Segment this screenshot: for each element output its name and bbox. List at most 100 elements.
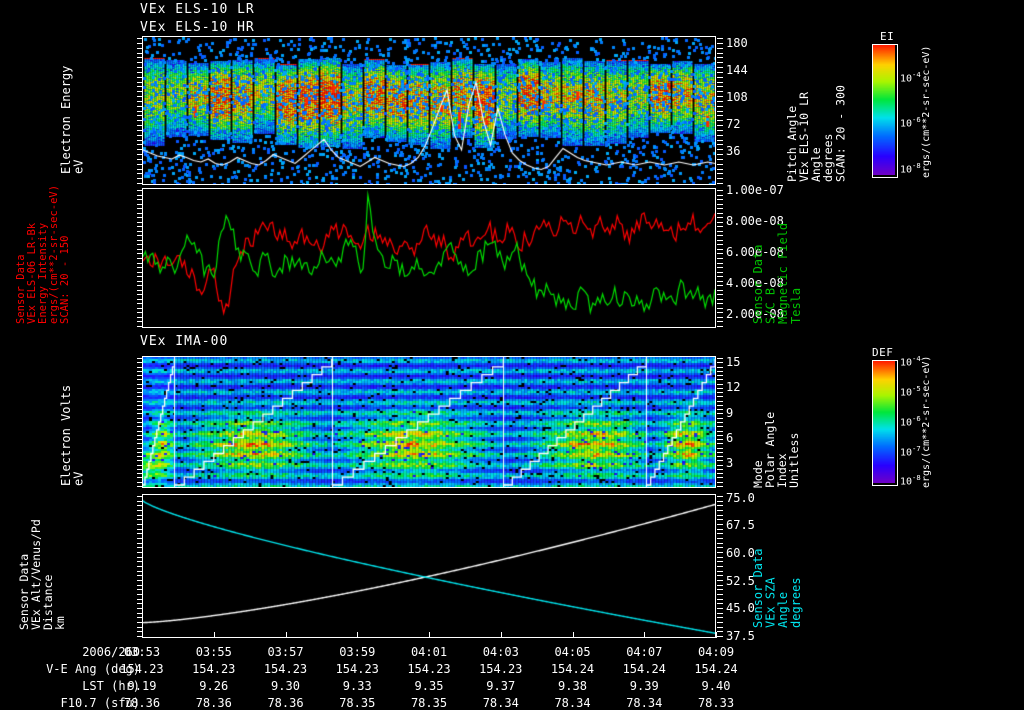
table-cell: 9.38 <box>558 679 587 693</box>
panel1-title-line2: VEx ELS-10 HR <box>140 20 255 35</box>
axis-minor-tick <box>137 86 143 87</box>
axis-minor-tick <box>137 599 143 600</box>
axis-minor-tick <box>717 575 723 576</box>
axis-minor-tick <box>717 53 723 54</box>
axis-minor-tick <box>717 217 723 218</box>
axis-minor-tick <box>137 263 143 264</box>
axis-minor-tick <box>717 115 723 116</box>
axis-minor-tick <box>717 43 723 44</box>
panel3-y2-axis-label: Mode Polar Angle Index Unitless <box>751 411 802 488</box>
tick-label: 72 <box>726 117 741 131</box>
axis-minor-tick <box>717 222 723 223</box>
axis-minor-tick <box>137 384 143 385</box>
axis-minor-tick <box>717 510 723 511</box>
tick-label: 67.5 <box>726 518 755 532</box>
panel1-plot-area[interactable] <box>142 36 716 185</box>
table-cell: 9.39 <box>629 679 659 693</box>
axis-minor-tick <box>717 448 723 449</box>
axis-minor-tick <box>137 401 143 402</box>
table-cell: 78.34 <box>554 696 591 710</box>
axis-minor-tick <box>137 594 143 595</box>
colorbar-tick-label: 10-7 <box>900 444 921 459</box>
axis-minor-tick <box>717 486 723 487</box>
axis-minor-tick <box>717 120 723 121</box>
axis-minor-tick <box>137 169 143 170</box>
axis-minor-tick <box>717 244 723 245</box>
panel3-colorbar-title: DEF <box>872 346 894 359</box>
axis-minor-tick <box>137 435 143 436</box>
panel2-y-axis-label: Sensor Data VEx ELS-06 LR-Bk Energy Inte… <box>15 184 72 324</box>
table-cell: 78.35 <box>410 696 448 710</box>
colorbar-tick-label: 10-4 <box>900 354 921 369</box>
panel3-plot-area[interactable] <box>142 356 716 488</box>
axis-minor-tick <box>717 290 723 291</box>
axis-minor-tick <box>717 91 723 92</box>
axis-minor-tick <box>137 173 143 174</box>
tick-label: 108 <box>726 90 748 104</box>
axis-minor-tick <box>717 557 723 558</box>
axis-minor-tick <box>137 115 143 116</box>
axis-minor-tick <box>137 235 143 236</box>
table-cell: 78.36 <box>267 696 304 710</box>
axis-minor-tick <box>717 125 723 126</box>
table-row-label: F10.7 (sfu) <box>60 696 140 710</box>
axis-minor-tick <box>717 312 723 313</box>
axis-minor-tick <box>137 199 143 200</box>
axis-minor-tick <box>137 631 143 632</box>
table-cell: 154.24 <box>550 662 595 676</box>
axis-minor-tick <box>137 294 143 295</box>
panel3-y-axis-label: Electron Volts eV <box>59 384 86 486</box>
tick-label: 37.5 <box>726 629 755 643</box>
axis-minor-tick <box>137 473 143 474</box>
table-cell: 154.24 <box>694 662 738 676</box>
axis-minor-tick <box>717 154 723 155</box>
table-cell: 154.23 <box>192 662 236 676</box>
axis-minor-tick <box>137 285 143 286</box>
axis-minor-tick <box>137 617 143 618</box>
axis-minor-tick <box>717 571 723 572</box>
axis-minor-tick <box>717 173 723 174</box>
axis-minor-tick <box>137 178 143 179</box>
axis-minor-tick <box>137 96 143 97</box>
panel4-plot-area[interactable] <box>142 494 716 638</box>
axis-minor-tick <box>137 448 143 449</box>
axis-minor-tick <box>717 529 723 530</box>
axis-minor-tick <box>717 426 723 427</box>
axis-minor-tick <box>717 308 723 309</box>
panel1-colorbar-units: ergs/(cm**2-sr-sec-eV) <box>921 45 932 178</box>
axis-minor-tick <box>717 566 723 567</box>
axis-minor-tick <box>717 82 723 83</box>
panel1-y2-axis-label: Pitch Angle VEx ELS-10 LR Angle degrees … <box>785 85 848 182</box>
axis-minor-tick <box>137 240 143 241</box>
panel2-plot-area[interactable] <box>142 188 716 328</box>
axis-minor-tick <box>717 452 723 453</box>
axis-minor-tick <box>137 547 143 548</box>
axis-minor-tick <box>137 72 143 73</box>
axis-minor-tick <box>137 144 143 145</box>
axis-minor-tick <box>137 213 143 214</box>
axis-minor-tick <box>717 208 723 209</box>
axis-minor-tick <box>137 101 143 102</box>
axis-minor-tick <box>717 473 723 474</box>
axis-minor-tick <box>137 566 143 567</box>
table-cell: 03:55 <box>195 645 232 659</box>
axis-minor-tick <box>717 321 723 322</box>
axis-minor-tick <box>717 169 723 170</box>
axis-minor-tick <box>717 371 723 372</box>
axis-minor-tick <box>717 101 723 102</box>
axis-minor-tick <box>717 631 723 632</box>
axis-minor-tick <box>137 317 143 318</box>
axis-minor-tick <box>137 557 143 558</box>
axis-minor-tick <box>717 622 723 623</box>
time-axis-tick <box>429 632 430 638</box>
tick-label: 8.00e-08 <box>726 214 784 228</box>
axis-minor-tick <box>137 267 143 268</box>
axis-minor-tick <box>137 190 143 191</box>
axis-minor-tick <box>137 603 143 604</box>
axis-minor-tick <box>717 482 723 483</box>
axis-minor-tick <box>137 519 143 520</box>
panel3-colorbar-units: ergs/(cm**2-sr-sec-eV) <box>921 355 932 488</box>
axis-minor-tick <box>717 460 723 461</box>
tick-label: 12 <box>726 380 741 394</box>
table-cell: 78.35 <box>339 696 376 710</box>
